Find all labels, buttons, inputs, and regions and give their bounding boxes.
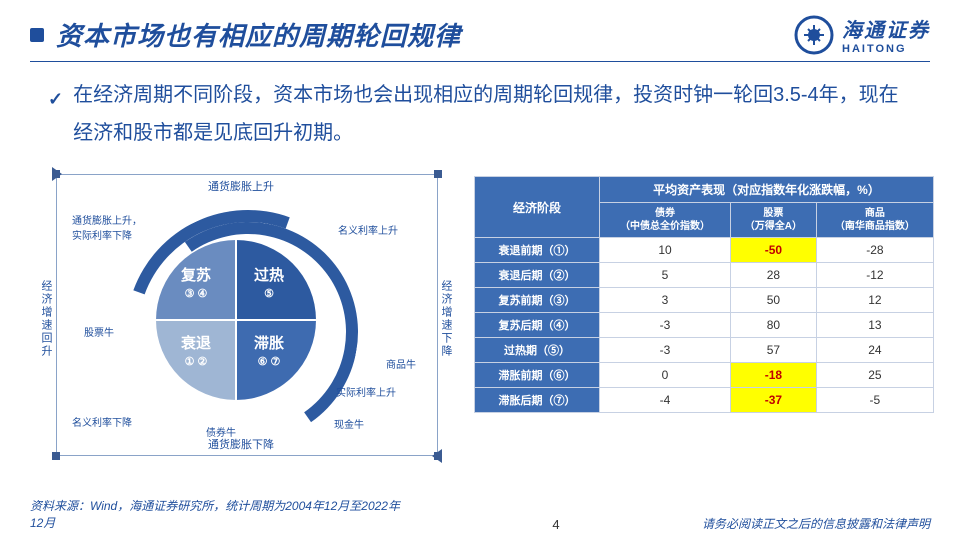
- cell: -28: [816, 238, 933, 263]
- logo-text-en: HAITONG: [842, 43, 930, 55]
- cell: -3: [600, 338, 731, 363]
- main-bullet: ✓ 在经济周期不同阶段，资本市场也会出现相应的周期轮回规律，投资时钟一轮回3.5…: [0, 62, 960, 158]
- row-label: 复苏后期（④）: [475, 313, 600, 338]
- cell: -12: [816, 263, 933, 288]
- ann-tr: 名义利率上升: [338, 222, 398, 237]
- cell: 10: [600, 238, 731, 263]
- th-stage: 经济阶段: [475, 177, 600, 238]
- cell: 13: [816, 313, 933, 338]
- quad-stagflation: 滞胀⑥ ⑦: [254, 332, 284, 368]
- cell: 0: [600, 363, 731, 388]
- quad-recession: 衰退① ②: [181, 332, 211, 368]
- row-label: 过热期（⑤）: [475, 338, 600, 363]
- table-row: 过热期（⑤）-35724: [475, 338, 934, 363]
- label-top: 通货膨胀上升: [26, 178, 456, 194]
- ann-bl: 名义利率下降: [72, 414, 132, 429]
- label-left: 经济增速回升: [38, 280, 54, 358]
- table-row: 滞胀前期（⑥）0-1825: [475, 363, 934, 388]
- page-number: 4: [552, 517, 559, 532]
- row-label: 滞胀后期（⑦）: [475, 388, 600, 413]
- ann-left: 股票牛: [84, 324, 114, 339]
- asset-performance-table: 经济阶段 平均资产表现（对应指数年化涨跌幅，%） 债券 （中债总全价指数） 股票…: [474, 164, 934, 474]
- cycle-pie: [156, 240, 316, 400]
- th-commodity: 商品 （南华商品指数）: [816, 203, 933, 238]
- table-row: 衰退后期（②）528-12: [475, 263, 934, 288]
- source-text: 资料来源：Wind，海通证券研究所，统计周期为2004年12月至2022年12月: [30, 498, 410, 532]
- footer: 资料来源：Wind，海通证券研究所，统计周期为2004年12月至2022年12月…: [0, 498, 960, 532]
- table-row: 滞胀后期（⑦）-4-37-5: [475, 388, 934, 413]
- brand-logo: 海通证券 HAITONG: [794, 14, 930, 55]
- th-stock: 股票 （万得全A）: [730, 203, 816, 238]
- header: 资本市场也有相应的周期轮回规律 海通证券 HAITONG: [0, 0, 960, 61]
- ann-tl: 通货膨胀上升，实际利率下降: [72, 212, 142, 242]
- cell: -37: [730, 388, 816, 413]
- cell: 25: [816, 363, 933, 388]
- cell: 28: [730, 263, 816, 288]
- th-bond: 债券 （中债总全价指数）: [600, 203, 731, 238]
- cell: 24: [816, 338, 933, 363]
- row-label: 滞胀前期（⑥）: [475, 363, 600, 388]
- cell: -18: [730, 363, 816, 388]
- th-perf: 平均资产表现（对应指数年化涨跌幅，%）: [600, 177, 934, 203]
- cell: -5: [816, 388, 933, 413]
- title-bullet-icon: [30, 28, 44, 42]
- table-row: 复苏后期（④）-38013: [475, 313, 934, 338]
- cell: 5: [600, 263, 731, 288]
- investment-clock-diagram: 通货膨胀上升 通货膨胀下降 经济增速回升 经济增速下降 过热⑤ 滞胀⑥ ⑦ 衰退…: [26, 164, 456, 474]
- table-row: 衰退前期（①）10-50-28: [475, 238, 934, 263]
- cell: -50: [730, 238, 816, 263]
- cell: 3: [600, 288, 731, 313]
- cell: 57: [730, 338, 816, 363]
- cell: 50: [730, 288, 816, 313]
- logo-icon: [794, 15, 834, 55]
- bullet-text: 在经济周期不同阶段，资本市场也会出现相应的周期轮回规律，投资时钟一轮回3.5-4…: [73, 76, 900, 152]
- cell: 12: [816, 288, 933, 313]
- content-row: 通货膨胀上升 通货膨胀下降 经济增速回升 经济增速下降 过热⑤ 滞胀⑥ ⑦ 衰退…: [0, 158, 960, 474]
- cell: -3: [600, 313, 731, 338]
- cell: -4: [600, 388, 731, 413]
- row-label: 衰退后期（②）: [475, 263, 600, 288]
- quad-overheat: 过热⑤: [254, 264, 284, 300]
- table-row: 复苏前期（③）35012: [475, 288, 934, 313]
- cell: 80: [730, 313, 816, 338]
- row-label: 复苏前期（③）: [475, 288, 600, 313]
- logo-text-cn: 海通证券: [842, 14, 930, 43]
- row-label: 衰退前期（①）: [475, 238, 600, 263]
- ann-bc: 债券牛: [206, 424, 236, 439]
- page-title: 资本市场也有相应的周期轮回规律: [56, 16, 461, 53]
- disclaimer: 请务必阅读正文之后的信息披露和法律声明: [702, 515, 930, 532]
- ann-br2: 实际利率上升: [336, 384, 396, 399]
- label-right: 经济增速下降: [438, 280, 454, 358]
- check-icon: ✓: [48, 82, 63, 152]
- ann-right: 商品牛: [386, 356, 416, 371]
- ann-br1: 现金牛: [334, 416, 364, 431]
- quad-recovery: 复苏③ ④: [181, 264, 211, 300]
